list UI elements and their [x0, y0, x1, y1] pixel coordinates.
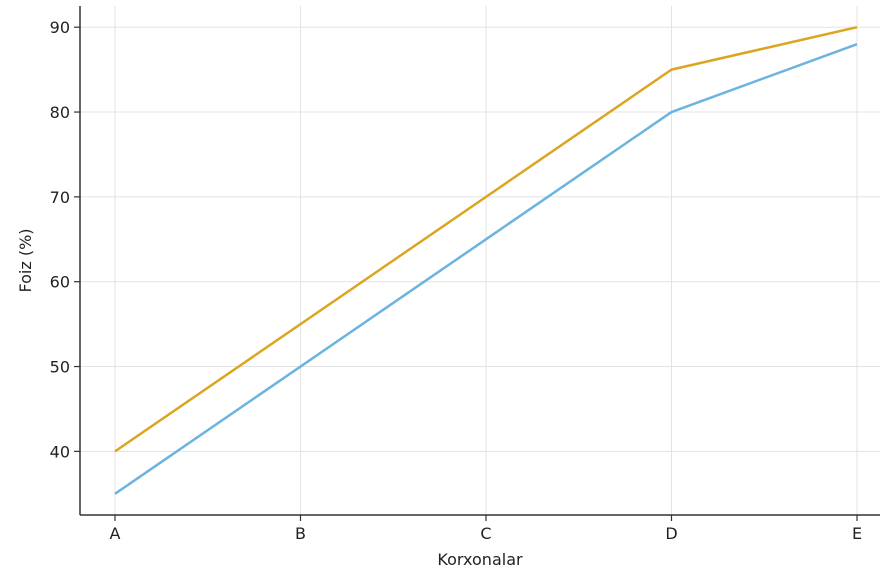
x-axis-label: Korxonalar [437, 550, 523, 569]
y-tick-label: 70 [50, 188, 70, 207]
series-lines [114, 25, 858, 495]
tick-labels: A B C D E 40 50 60 70 80 90 [50, 18, 862, 543]
y-tick-label: 40 [50, 442, 70, 461]
x-tick-label: C [480, 524, 491, 543]
x-tick-label: E [852, 524, 862, 543]
series-line-2 [114, 43, 858, 495]
x-tick-label: A [110, 524, 121, 543]
x-tick-label: D [665, 524, 677, 543]
series-line-1 [114, 25, 858, 453]
y-tick-label: 80 [50, 103, 70, 122]
y-tick-label: 90 [50, 18, 70, 37]
axes [79, 6, 880, 516]
y-axis-label: Foiz (%) [16, 228, 35, 292]
grid-lines [80, 6, 880, 515]
y-tick-label: 60 [50, 273, 70, 292]
y-tick-label: 50 [50, 358, 70, 377]
x-tick-label: B [295, 524, 306, 543]
